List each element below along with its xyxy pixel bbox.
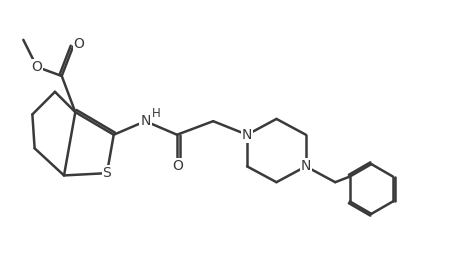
Text: O: O [173, 159, 183, 173]
Text: S: S [103, 166, 111, 180]
Text: N: N [300, 159, 311, 173]
Text: N: N [140, 114, 151, 128]
Text: O: O [32, 60, 42, 74]
Text: H: H [152, 107, 160, 120]
Text: N: N [242, 128, 252, 142]
Text: O: O [73, 37, 84, 51]
